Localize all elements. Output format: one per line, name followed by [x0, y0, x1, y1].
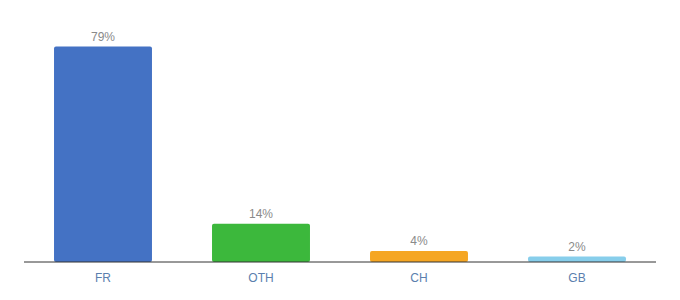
x-tick-label: OTH	[248, 271, 273, 285]
data-label: 79%	[91, 30, 115, 44]
bar	[528, 257, 626, 262]
data-labels: 79% 14% 4% 2%	[91, 30, 586, 254]
data-label: 2%	[568, 240, 586, 254]
bar	[54, 47, 152, 262]
data-label: 4%	[410, 234, 428, 248]
chart-container: 79% 14% 4% 2% FR OTH CH GB	[0, 0, 680, 300]
x-tick-label: FR	[95, 271, 111, 285]
x-tick-label: CH	[410, 271, 427, 285]
bar	[370, 251, 468, 262]
bars	[54, 47, 626, 262]
x-tick-label: GB	[568, 271, 585, 285]
x-axis: FR OTH CH GB	[24, 262, 656, 285]
x-axis-line	[24, 262, 656, 263]
bar	[212, 224, 310, 262]
data-label: 14%	[249, 207, 273, 221]
chart-svg: 79% 14% 4% 2% FR OTH CH GB	[0, 0, 680, 300]
